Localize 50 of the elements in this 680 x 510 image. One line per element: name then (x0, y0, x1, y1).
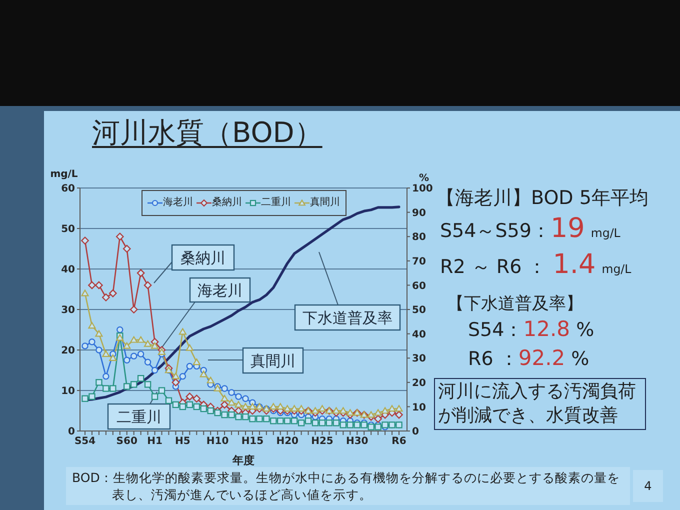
legend-label: 桑納川 (212, 197, 242, 209)
legend-label: 海老川 (163, 197, 193, 209)
y-tick-label: 60 (61, 184, 76, 195)
x-tick-label: H30 (346, 436, 368, 448)
text: BOD：生物化学的酸素要求量。生物が水中にある有機物を分解するのに必要とする酸素の量を表し、汚濁が進んでいるほど高い値を示す。 (72, 470, 620, 502)
chart-title: 河川水質（BOD） (92, 116, 322, 149)
y2-tick-label: 70 (412, 256, 426, 268)
text: 真間川 (250, 352, 296, 370)
y-tick-label: 10 (61, 386, 76, 398)
text: 【下水道普及率】 (447, 294, 583, 314)
y-tick-label: 20 (61, 346, 76, 357)
text: 二重川 (116, 408, 162, 426)
y2-tick-label: 30 (412, 354, 426, 365)
y-tick-label: 40 (61, 264, 76, 276)
text: R6 ：92.2 % (468, 346, 590, 370)
y2-tick-label: 100 (412, 184, 433, 195)
x-tick-label: H1 (147, 436, 162, 448)
x-tick-label: H15 (241, 436, 264, 448)
text: 河川に流入する汚濁負荷が削減でき、水質改善 (438, 381, 636, 426)
y-tick-label: 30 (61, 305, 76, 316)
y2-tick-label: 80 (412, 232, 426, 244)
x-axis-title: 年度 (232, 454, 254, 467)
text: S54：12.8 % (468, 317, 594, 341)
x-tick-label: S54 (74, 436, 96, 448)
text: 【海老川】BOD 5年平均 (436, 187, 648, 209)
x-tick-label: H25 (311, 436, 334, 448)
y-tick-label: 0 (68, 426, 76, 438)
y2-tick-label: 40 (412, 329, 426, 340)
y-tick-label: 50 (61, 224, 76, 236)
y-axis-title: mg/L (50, 169, 78, 180)
y2-tick-label: 0 (412, 426, 419, 438)
y2-tick-label: 20 (412, 378, 426, 389)
text: 桑納川 (180, 249, 226, 267)
y2-tick-label: 50 (412, 305, 426, 316)
x-tick-label: R6 (392, 436, 406, 448)
y2-tick-label: 10 (412, 402, 426, 414)
text: 海老川 (198, 282, 242, 300)
y2-tick-label: 90 (412, 208, 426, 219)
y2-tick-label: 60 (412, 280, 426, 292)
text: S54～S59：19 mg/L (440, 213, 620, 244)
legend-label: 真間川 (310, 197, 340, 209)
text: 4 (644, 479, 652, 493)
x-tick-label: S60 (116, 436, 138, 448)
x-tick-label: H10 (206, 436, 229, 448)
y2-axis-title: % (418, 173, 430, 184)
x-tick-label: H5 (175, 436, 190, 448)
x-tick-label: H20 (276, 436, 299, 448)
text: 下水道普及率 (302, 309, 392, 327)
text: R2 ～ R6 ： 1.4 mg/L (440, 249, 632, 280)
legend-label: 二重川 (261, 197, 291, 209)
